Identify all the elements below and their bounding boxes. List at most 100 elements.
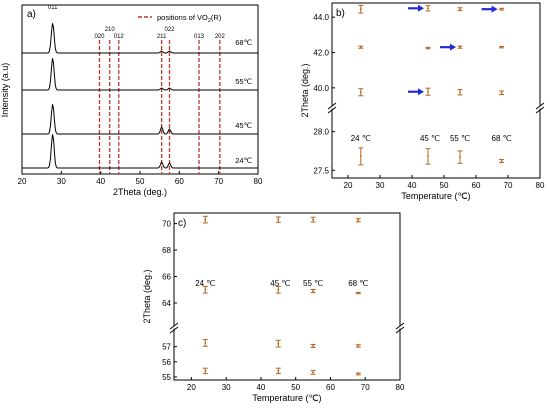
- data-point: [204, 288, 207, 291]
- axis-break-gap: [173, 325, 175, 329]
- y-tick-label: 66: [162, 273, 171, 282]
- panel-a-label: a): [27, 9, 36, 20]
- axis-break-mark: [395, 326, 405, 334]
- data-point: [359, 155, 362, 158]
- data-point: [312, 290, 314, 292]
- x-tick-label: 80: [396, 383, 405, 392]
- data-point: [427, 47, 429, 49]
- data-point: [359, 8, 362, 11]
- x-tick-label: 80: [536, 181, 545, 190]
- blue-arrow-head: [418, 88, 424, 96]
- data-point: [500, 8, 503, 11]
- x-tick-label: 60: [175, 177, 184, 186]
- data-point: [277, 288, 280, 291]
- series-label: 45℃: [235, 121, 252, 130]
- panel-c-y-axis-label: 2Theta (deg.): [142, 269, 152, 323]
- y-tick-label: 40.0: [313, 84, 329, 93]
- y-tick-label: 42.0: [313, 48, 329, 57]
- x-tick-label: 40: [408, 181, 417, 190]
- data-point: [277, 342, 280, 345]
- peak-label: 012: [114, 34, 125, 40]
- axis-break-mark: [327, 102, 337, 110]
- x-tick-label: 60: [326, 383, 335, 392]
- y-tick-label: 56: [162, 358, 171, 367]
- peak-label: 210: [105, 27, 116, 33]
- axis-break-mark: [169, 322, 179, 330]
- axis-break-mark: [395, 322, 405, 330]
- x-tick-label: 30: [376, 181, 385, 190]
- axis-break-gap: [539, 105, 541, 109]
- data-point: [277, 218, 280, 221]
- data-point: [459, 8, 461, 11]
- blue-arrow-head: [491, 5, 498, 13]
- data-point: [459, 91, 461, 94]
- y-tick-label: 68: [162, 246, 171, 255]
- axis-break-gap: [331, 105, 333, 109]
- panel-c-label: c): [178, 218, 186, 229]
- y-tick-label: 28.0: [313, 128, 329, 137]
- x-tick-label: 70: [361, 383, 370, 392]
- xrd-trace: [22, 58, 258, 91]
- y-tick-label: 27.5: [313, 166, 329, 175]
- axis-break-mark: [327, 106, 337, 114]
- data-point: [359, 91, 362, 94]
- peak-label: 022: [164, 27, 175, 33]
- temperature-label: 45 ℃: [420, 134, 440, 143]
- data-point: [204, 370, 207, 372]
- axis-break-mark: [535, 106, 545, 114]
- peak-label: 011: [48, 5, 58, 11]
- x-tick-label: 30: [222, 383, 231, 392]
- panel-b-label: b): [336, 8, 345, 19]
- panel-c-x-axis-label: Temperature (℃): [252, 393, 321, 403]
- temperature-label: 24 ℃: [195, 279, 215, 288]
- x-tick-label: 50: [440, 181, 449, 190]
- peak-label: 211: [157, 34, 167, 40]
- panel-b-x-axis-label: Temperature (℃): [401, 191, 470, 201]
- data-point: [500, 160, 503, 162]
- series-label: 55℃: [235, 77, 252, 86]
- panel-c-frame: [173, 212, 401, 381]
- x-tick-label: 20: [18, 177, 27, 186]
- data-point: [359, 46, 362, 49]
- axis-break-mark: [169, 326, 179, 334]
- x-tick-label: 50: [136, 177, 145, 186]
- x-tick-label: 20: [187, 383, 196, 392]
- x-tick-label: 30: [57, 177, 66, 186]
- data-point: [427, 90, 429, 93]
- temperature-label: 55 ℃: [450, 134, 470, 143]
- x-tick-label: 20: [344, 181, 353, 190]
- temperature-label: 68 ℃: [492, 134, 512, 143]
- temperature-label: 24 ℃: [351, 134, 371, 143]
- xrd-trace: [22, 23, 258, 54]
- data-point: [459, 156, 461, 159]
- data-point: [500, 46, 503, 49]
- x-tick-label: 40: [256, 383, 265, 392]
- x-tick-label: 50: [291, 383, 300, 392]
- y-tick-label: 57: [162, 343, 171, 352]
- y-tick-label: 64: [162, 299, 171, 308]
- panel-b-y-axis-label: 2Theta (deg.): [300, 63, 310, 117]
- data-point: [312, 345, 314, 347]
- x-tick-label: 60: [472, 181, 481, 190]
- x-tick-label: 70: [504, 181, 513, 190]
- temperature-label: 55 ℃: [303, 279, 323, 288]
- data-point: [277, 370, 280, 372]
- x-tick-label: 70: [214, 177, 223, 186]
- data-point: [357, 219, 360, 222]
- data-point: [357, 292, 360, 294]
- data-point: [427, 7, 429, 10]
- legend-label: positions of VO2(R): [157, 13, 222, 24]
- temperature-label: 45 ℃: [270, 279, 290, 288]
- blue-arrow-head: [450, 43, 456, 51]
- panel-b-frame: [331, 2, 541, 179]
- data-point: [500, 91, 503, 94]
- temperature-label: 68 ℃: [348, 279, 368, 288]
- axis-break-mark: [535, 102, 545, 110]
- x-tick-label: 80: [254, 177, 263, 186]
- peak-label: 202: [215, 34, 226, 40]
- data-point: [427, 155, 429, 158]
- data-point: [204, 218, 207, 221]
- panel-a-y-axis-label: Intensity (a.u): [0, 63, 10, 118]
- peak-label: 013: [194, 34, 205, 40]
